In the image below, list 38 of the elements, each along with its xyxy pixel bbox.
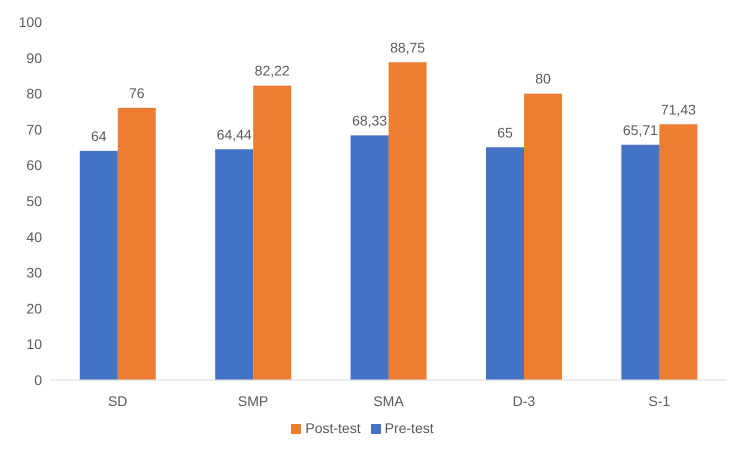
data-label: 88,75	[390, 39, 426, 56]
data-label: 65	[497, 124, 513, 140]
x-tick-label: D-3	[512, 392, 536, 409]
data-label: 76	[129, 84, 145, 101]
legend-label: Pre-test	[384, 420, 434, 436]
y-tick-label: 20	[26, 300, 42, 316]
y-tick-label: 40	[26, 228, 42, 245]
bar	[388, 62, 427, 380]
bar	[215, 149, 254, 380]
data-label: 71,43	[660, 101, 696, 118]
y-tick-label: 30	[26, 264, 42, 281]
y-tick-label: 90	[26, 50, 42, 66]
data-label: 65,71	[622, 122, 658, 138]
y-tick-label: 10	[26, 336, 42, 352]
y-tick-label: 60	[26, 157, 42, 174]
data-label: 82,22	[254, 62, 290, 79]
bar	[524, 94, 562, 380]
y-tick-label: 80	[26, 86, 42, 102]
bar	[118, 108, 156, 380]
bar	[659, 124, 698, 380]
data-label: 68,33	[352, 112, 388, 128]
y-tick-label: 50	[26, 192, 42, 209]
bar	[350, 135, 389, 380]
bar	[621, 144, 660, 380]
y-tick-label: 100	[18, 14, 42, 30]
legend-label: Post-test	[305, 420, 361, 436]
x-tick-label: SD	[108, 392, 128, 409]
y-tick-label: 0	[34, 372, 42, 388]
data-label: 64	[91, 128, 107, 144]
x-tick-label: S-1	[648, 392, 670, 409]
x-tick-label: SMP	[238, 392, 268, 409]
bar	[253, 86, 292, 380]
bar	[80, 150, 118, 380]
data-label: 80	[535, 70, 551, 87]
x-tick-label: SMA	[373, 392, 404, 409]
y-tick-label: 70	[26, 121, 42, 138]
data-label: 64,44	[216, 126, 252, 142]
bar	[486, 147, 524, 380]
